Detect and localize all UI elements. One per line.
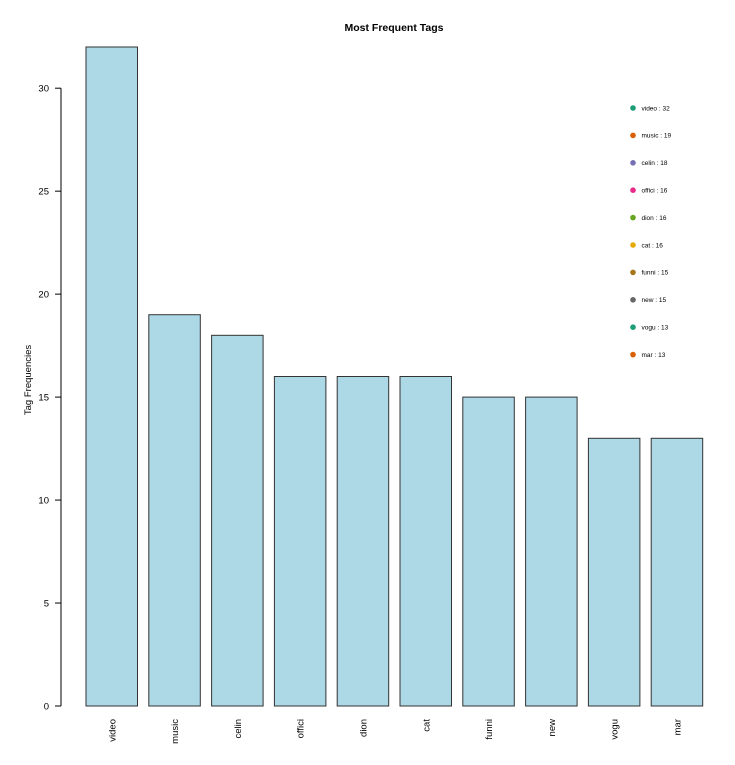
legend-item: cat : 16 [630,242,663,249]
bar-vogu [587,437,641,707]
legend-marker [630,269,636,276]
bar-funni [462,396,515,707]
legend-marker [630,351,636,358]
y-tick-label: 0 [44,702,49,713]
legend-item: new : 15 [630,297,666,304]
legend-marker [630,214,636,221]
legend-label: dion : 16 [642,215,667,222]
legend-marker [630,105,636,111]
legend-item: video : 32 [630,105,670,112]
x-tick-label: offici [296,719,307,738]
y-tick-label: 25 [38,187,49,198]
y-tick-label: 15 [38,393,49,404]
legend-item: music : 19 [630,132,672,140]
y-tick-label: 20 [38,290,49,301]
x-tick-label: vogu [610,719,621,740]
legend-label: video : 32 [642,105,671,112]
legend-marker [630,242,636,248]
legend-item: celin : 18 [630,160,668,167]
x-tick-label: dion [358,719,369,737]
legend: video : 32 music : 19 celin : 18 offici : 1… [630,105,672,359]
legend-item: funni : 15 [630,269,669,277]
legend-item: mar : 13 [630,351,666,359]
bar-mar [650,437,704,707]
legend-label: new : 15 [642,297,667,304]
x-tick-label: funni [484,719,495,740]
legend-marker [630,297,636,303]
bar-video [85,46,138,707]
bar-cat [399,376,452,707]
y-tick-label: 5 [44,599,49,610]
legend-label: music : 19 [642,133,672,140]
chart-title: Most Frequent Tags [345,22,444,34]
x-tick-label: video [107,719,118,742]
legend-label: mar : 13 [642,352,666,359]
legend-label: cat : 16 [642,242,664,249]
bar-new [525,396,578,707]
bar-celin [211,334,264,707]
legend-item: offici : 16 [630,187,668,195]
x-tick-label: music [170,719,181,744]
y-axis-label: Tag Frequencies [23,345,34,415]
legend-label: funni : 15 [642,270,669,277]
legend-item: dion : 16 [630,214,667,222]
y-tick-label: 30 [38,84,49,95]
x-tick-label: celin [233,719,244,739]
y-axis: 0 5 10 15 20 25 30 [38,84,62,713]
legend-marker [630,187,636,193]
bar-dion [336,376,390,707]
legend-marker [630,160,636,166]
legend-marker [630,132,636,139]
legend-label: vogu : 13 [642,325,669,332]
legend-label: offici : 16 [642,188,668,195]
bars-group [85,46,704,707]
x-tick-label: cat [421,719,432,732]
bar-music [148,314,201,707]
y-tick-label: 10 [38,496,49,507]
legend-label: celin : 18 [642,160,668,167]
x-tick-label: mar [672,719,683,735]
legend-item: vogu : 13 [630,324,669,332]
x-tick-label: new [547,719,558,737]
x-tick-labels: video music celin offici dion cat funni new vogu… [107,719,683,744]
bar-offici [273,376,327,707]
legend-marker [630,324,636,331]
